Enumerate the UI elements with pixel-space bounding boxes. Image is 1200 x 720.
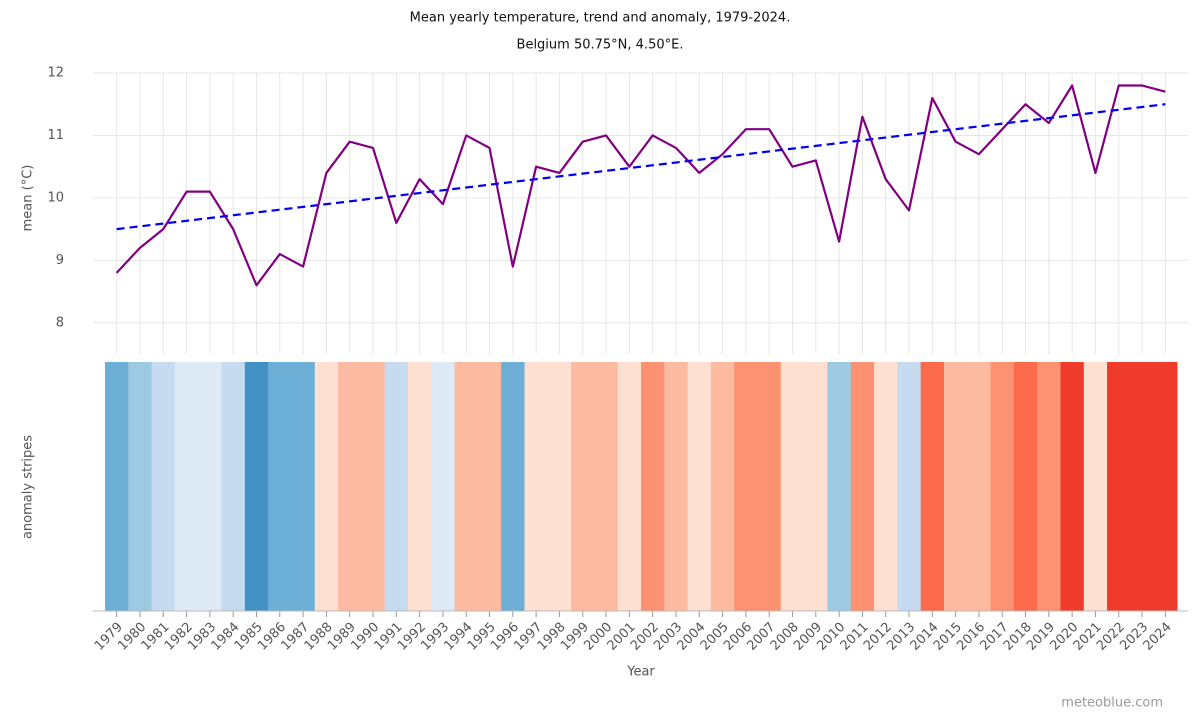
anomaly-stripe bbox=[314, 362, 339, 611]
anomaly-stripe bbox=[407, 362, 432, 611]
anomaly-stripe bbox=[1037, 362, 1061, 611]
anomaly-stripe bbox=[221, 362, 246, 611]
anomaly-stripe bbox=[594, 362, 619, 611]
y-axis-label: mean (°C) bbox=[21, 165, 36, 232]
anomaly-stripe bbox=[1130, 362, 1155, 611]
anomaly-stripe bbox=[547, 362, 572, 611]
y-tick-label: 9 bbox=[56, 253, 64, 268]
anomaly-stripe bbox=[105, 362, 129, 611]
anomaly-stripe bbox=[734, 362, 759, 611]
anomaly-stripe bbox=[338, 362, 362, 611]
anomaly-stripe bbox=[524, 362, 549, 611]
anomaly-stripe bbox=[268, 362, 292, 611]
anomaly-stripe bbox=[757, 362, 782, 611]
anomaly-stripe bbox=[431, 362, 456, 611]
anomaly-stripe bbox=[920, 362, 945, 611]
anomaly-stripe bbox=[1060, 362, 1085, 611]
chart-subtitle: Belgium 50.75°N, 4.50°E. bbox=[517, 38, 684, 53]
anomaly-stripe bbox=[780, 362, 805, 611]
anomaly-stripe bbox=[571, 362, 595, 611]
stripes-label: anomaly stripes bbox=[21, 435, 36, 539]
x-axis-label: Year bbox=[626, 665, 655, 680]
anomaly-stripe bbox=[804, 362, 828, 611]
anomaly-stripe bbox=[501, 362, 525, 611]
anomaly-stripe bbox=[617, 362, 642, 611]
anomaly-stripe bbox=[174, 362, 199, 611]
anomaly-stripe bbox=[477, 362, 502, 611]
y-tick-label: 11 bbox=[47, 128, 64, 143]
y-tick-label: 12 bbox=[47, 66, 64, 81]
anomaly-stripe bbox=[384, 362, 409, 611]
anomaly-stripe bbox=[1013, 362, 1038, 611]
anomaly-stripe bbox=[710, 362, 735, 611]
y-tick-label: 8 bbox=[56, 315, 64, 330]
anomaly-stripe bbox=[990, 362, 1015, 611]
anomaly-stripe bbox=[151, 362, 176, 611]
anomaly-stripe bbox=[361, 362, 386, 611]
anomaly-stripe bbox=[687, 362, 712, 611]
temperature-line bbox=[115, 84, 1166, 287]
anomaly-stripe bbox=[1083, 362, 1108, 611]
anomaly-stripe bbox=[967, 362, 992, 611]
credit: meteoblue.com bbox=[1061, 696, 1163, 711]
anomaly-stripe bbox=[850, 362, 875, 611]
chart-title: Mean yearly temperature, trend and anoma… bbox=[410, 11, 791, 26]
anomaly-stripe bbox=[128, 362, 153, 611]
anomaly-stripe bbox=[874, 362, 898, 611]
anomaly-stripe bbox=[827, 362, 852, 611]
anomaly-stripe bbox=[198, 362, 223, 611]
anomaly-stripe bbox=[291, 362, 316, 611]
y-tick-label: 10 bbox=[47, 190, 64, 205]
anomaly-stripe bbox=[897, 362, 922, 611]
anomaly-stripe bbox=[244, 362, 269, 611]
anomaly-stripe bbox=[1107, 362, 1131, 611]
trend-line bbox=[116, 103, 1166, 231]
anomaly-stripe bbox=[641, 362, 665, 611]
anomaly-stripe bbox=[1153, 362, 1178, 611]
anomaly-stripe bbox=[664, 362, 689, 611]
anomaly-stripe bbox=[454, 362, 479, 611]
anomaly-stripe bbox=[943, 362, 968, 611]
